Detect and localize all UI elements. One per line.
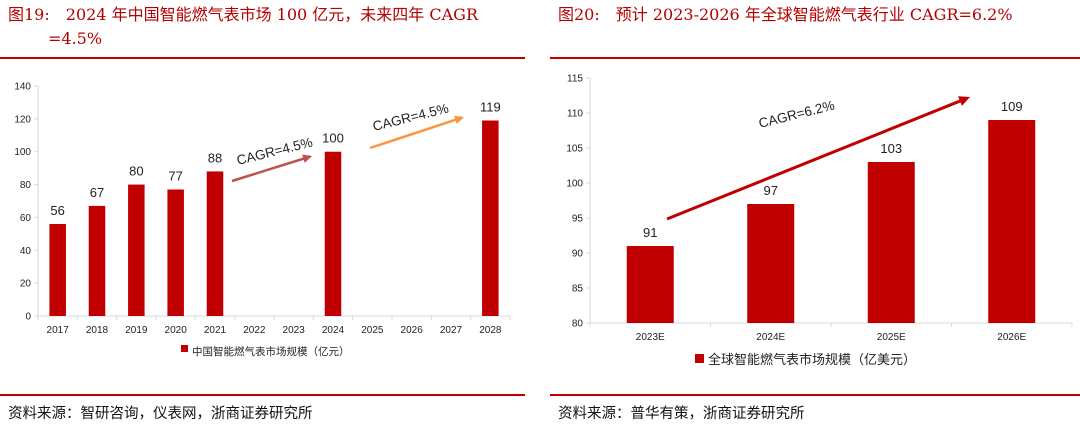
y-tick-label: 40 <box>20 246 32 257</box>
y-tick-label: 105 <box>566 144 583 155</box>
data-label: 80 <box>129 164 143 179</box>
y-tick-label: 100 <box>566 179 583 190</box>
figure-title-left-line1: 2024 年中国智能燃气表市场 100 亿元，未来四年 CAGR <box>65 5 478 24</box>
cagr-arrow-shaft <box>666 98 965 221</box>
cagr-arrow-2-shaft <box>369 116 463 150</box>
x-tick-label: 2019 <box>125 325 148 336</box>
x-tick-label: 2023E <box>636 332 665 343</box>
bar <box>988 120 1036 323</box>
bar <box>482 120 499 316</box>
x-tick-label: 2026E <box>997 332 1026 343</box>
cagr-arrow-1-shaft <box>231 155 311 183</box>
figure-number-right: 图20: <box>558 5 600 24</box>
x-tick-label: 2024E <box>756 332 785 343</box>
y-tick-label: 115 <box>567 74 583 85</box>
y-tick-label: 90 <box>572 249 584 260</box>
x-tick-label: 2023 <box>283 325 306 336</box>
data-label: 100 <box>322 131 344 146</box>
x-tick-label: 2025 <box>361 325 384 336</box>
y-tick-label: 20 <box>20 279 32 290</box>
x-tick-label: 2027 <box>440 325 463 336</box>
bar <box>747 204 795 323</box>
x-tick-label: 2020 <box>165 325 188 336</box>
data-label: 97 <box>764 183 778 198</box>
data-label: 77 <box>168 169 182 184</box>
data-label: 56 <box>50 203 64 218</box>
x-tick-label: 2021 <box>204 325 227 336</box>
y-tick-label: 110 <box>567 109 583 120</box>
bar <box>128 184 145 316</box>
cagr-arrow-head <box>958 96 970 106</box>
legend-swatch <box>695 354 704 363</box>
chart-panel-right: 图20: 预计 2023-2026 年全球智能燃气表行业 CAGR=6.2% 80… <box>550 0 1080 438</box>
bar <box>626 246 674 323</box>
title-rule-left <box>0 57 525 59</box>
cagr-arrow-2-head <box>454 115 464 124</box>
x-tick-label: 2026 <box>401 325 424 336</box>
legend-label: 全球智能燃气表市场规模（亿美元） <box>708 352 916 368</box>
y-tick-label: 140 <box>14 82 31 93</box>
bar <box>206 171 224 316</box>
data-label: 91 <box>643 225 657 240</box>
y-tick-label: 85 <box>572 284 584 295</box>
bar-chart-left: 0 20 40 60 80 100 120 140 2017 2018 2019 2020 2021 20… <box>14 82 511 358</box>
data-label: 103 <box>880 141 902 156</box>
y-tick-label: 60 <box>20 213 32 224</box>
bar <box>167 189 184 316</box>
cagr-annotation-2: CAGR=4.5% <box>371 101 450 134</box>
bar <box>324 151 342 316</box>
bar <box>88 205 106 316</box>
x-tick-label: 2025E <box>877 332 906 343</box>
bar-chart-right: 80 85 90 95 100 105 110 115 2023E 2024E 2025E 2026E… <box>566 74 1073 368</box>
bar <box>49 224 66 316</box>
figure-number-left: 图19: <box>8 5 50 24</box>
x-tick-label: 2018 <box>86 325 109 336</box>
cagr-arrow-1-head <box>302 154 312 163</box>
cagr-annotation: CAGR=6.2% <box>757 98 836 131</box>
x-tick-label: 2024 <box>322 325 345 336</box>
y-tick-label: 80 <box>572 319 584 330</box>
chart-panel-left: 图19: 2024 年中国智能燃气表市场 100 亿元，未来四年 CAGR =4.… <box>0 0 525 438</box>
figure-title-right: 图20: 预计 2023-2026 年全球智能燃气表行业 CAGR=6.2% <box>558 3 1013 27</box>
legend-swatch <box>181 345 188 352</box>
cagr-annotation-1: CAGR=4.5% <box>235 135 314 168</box>
data-label: 88 <box>208 150 222 165</box>
legend-label: 中国智能燃气表市场规模（亿元） <box>192 345 350 358</box>
y-tick-label: 120 <box>14 114 31 125</box>
source-right: 资料来源：普华有策，浙商证券研究所 <box>558 406 805 422</box>
title-rule-right <box>550 57 1080 59</box>
y-tick-label: 80 <box>20 180 32 191</box>
y-tick-label: 95 <box>572 214 584 225</box>
bar <box>867 162 915 323</box>
source-rule-right <box>550 394 1080 396</box>
source-rule-left <box>0 394 525 396</box>
data-label: 119 <box>480 100 501 115</box>
figure-title-left: 图19: 2024 年中国智能燃气表市场 100 亿元，未来四年 CAGR =4.… <box>8 3 478 51</box>
x-tick-label: 2028 <box>479 325 502 336</box>
x-tick-label: 2017 <box>47 325 70 336</box>
y-tick-label: 0 <box>25 312 31 323</box>
data-label: 67 <box>90 185 104 200</box>
source-left: 资料来源：智研咨询，仪表网，浙商证券研究所 <box>8 406 313 422</box>
figure-title-right-line1: 预计 2023-2026 年全球智能燃气表行业 CAGR=6.2% <box>615 5 1013 24</box>
y-tick-label: 100 <box>14 147 31 158</box>
x-tick-label: 2022 <box>243 325 266 336</box>
data-label: 109 <box>1001 99 1023 114</box>
figure-title-left-line2: =4.5% <box>48 29 103 48</box>
